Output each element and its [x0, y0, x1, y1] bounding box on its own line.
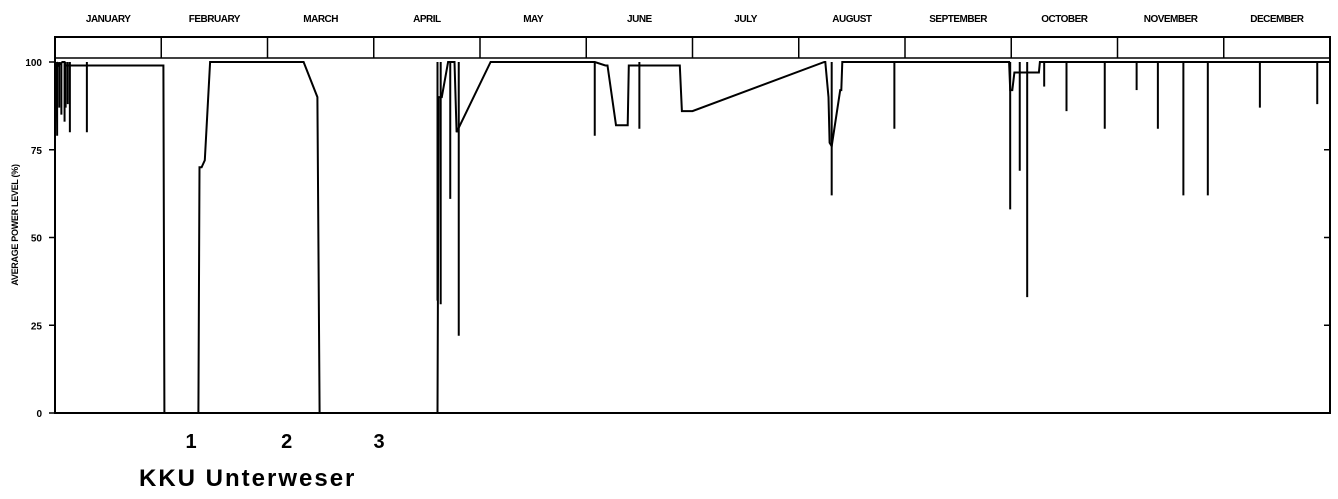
month-label: FEBRUARY: [189, 14, 241, 25]
chart-title: KKU Unterweser: [139, 465, 356, 492]
month-label: APRIL: [413, 14, 441, 25]
y-tick-label: 0: [36, 409, 42, 420]
y-axis: 0 25 50 75 100: [25, 58, 1330, 420]
y-axis-label: AVERAGE POWER LEVEL (%): [10, 164, 20, 286]
event-label: 1: [185, 431, 196, 453]
y-tick-label: 100: [25, 58, 42, 69]
month-label: OCTOBER: [1041, 14, 1089, 25]
y-tick-label: 75: [31, 146, 43, 157]
month-label: JULY: [734, 14, 757, 25]
power-level-line: [54, 61, 1330, 414]
month-label: JUNE: [627, 14, 653, 25]
month-label: NOVEMBER: [1144, 14, 1199, 25]
event-label: 3: [374, 431, 385, 453]
y-tick-label: 25: [31, 321, 43, 332]
event-labels: 1 2 3: [185, 431, 384, 453]
y-tick-label: 50: [31, 234, 43, 245]
month-label: SEPTEMBER: [929, 14, 988, 25]
month-label: MAY: [523, 14, 544, 25]
month-labels: JANUARY FEBRUARY MARCH APRIL MAY JUNE JULY AUGU…: [86, 14, 1305, 25]
month-label: DECEMBER: [1250, 14, 1305, 25]
plot-frame: [54, 36, 1331, 414]
event-label: 2: [281, 431, 292, 453]
month-label: JANUARY: [86, 14, 131, 25]
data-layer: [54, 61, 1330, 414]
month-label: AUGUST: [832, 14, 872, 25]
month-label: MARCH: [303, 14, 338, 25]
month-band: [55, 37, 1330, 59]
